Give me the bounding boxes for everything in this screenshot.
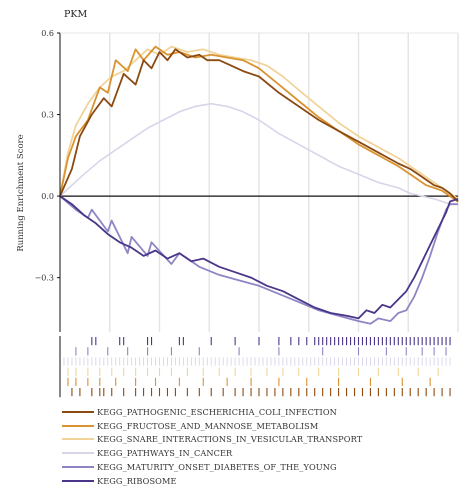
y-tick-label-2: 0.0 xyxy=(41,192,54,201)
legend-label-0: KEGG_PATHOGENIC_ESCHERICHIA_COLI_INFECTI… xyxy=(97,406,337,417)
series-lines xyxy=(59,45,459,325)
legend-swatch-3 xyxy=(62,452,94,455)
chart-title: PKM xyxy=(64,9,87,20)
legend-label-1: KEGG_FRUCTOSE_AND_MANNOSE_METABOLISM xyxy=(97,420,319,431)
y-tick-labels: 0.6 0.3 0.0 −0.3 xyxy=(35,29,60,283)
legend-item-2: KEGG_SNARE_INTERACTIONS_IN_VESICULAR_TRA… xyxy=(62,433,462,447)
series-line-3 xyxy=(59,102,458,205)
series-line-4 xyxy=(59,195,458,325)
legend-item-4: KEGG_MATURITY_ONSET_DIABETES_OF_THE_YOUN… xyxy=(62,460,462,474)
y-tick-label-1: 0.3 xyxy=(41,111,54,120)
legend-label-2: KEGG_SNARE_INTERACTIONS_IN_VESICULAR_TRA… xyxy=(97,434,363,445)
legend: KEGG_PATHOGENIC_ESCHERICHIA_COLI_INFECTI… xyxy=(62,405,462,488)
legend-label-3: KEGG_PATHWAYS_IN_CANCER xyxy=(97,448,233,459)
legend-item-1: KEGG_FRUCTOSE_AND_MANNOSE_METABOLISM xyxy=(62,419,462,433)
y-axis-title: Running Enrichment Score xyxy=(16,134,26,251)
y-tick-label-3: −0.3 xyxy=(35,274,54,283)
legend-swatch-2 xyxy=(62,438,94,441)
legend-swatch-4 xyxy=(62,466,94,469)
series-line-1 xyxy=(59,45,459,203)
legend-swatch-1 xyxy=(62,424,94,427)
axes xyxy=(59,32,458,332)
y-tick-label-0: 0.6 xyxy=(41,29,54,38)
legend-label-4: KEGG_MATURITY_ONSET_DIABETES_OF_THE_YOUN… xyxy=(97,462,337,473)
legend-item-5: KEGG_RIBOSOME xyxy=(62,474,462,488)
legend-swatch-5 xyxy=(62,479,94,482)
legend-item-3: KEGG_PATHWAYS_IN_CANCER xyxy=(62,446,462,460)
legend-swatch-0 xyxy=(62,410,94,413)
legend-item-0: KEGG_PATHOGENIC_ESCHERICHIA_COLI_INFECTI… xyxy=(62,405,462,419)
vertical-gridlines xyxy=(109,33,459,332)
gene-hit-rugs xyxy=(59,336,451,398)
legend-label-5: KEGG_RIBOSOME xyxy=(97,475,177,486)
enrichment-chart: PKM Running Enrichment Score 0.6 0.3 0.0 −0… xyxy=(16,9,459,398)
series-line-0 xyxy=(59,48,459,203)
series-line-5 xyxy=(59,195,459,320)
